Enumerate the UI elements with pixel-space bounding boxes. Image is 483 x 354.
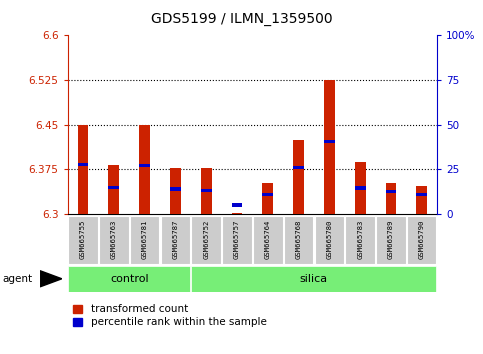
Text: GSM665752: GSM665752 bbox=[203, 219, 209, 258]
Text: control: control bbox=[110, 274, 148, 284]
Text: GSM665789: GSM665789 bbox=[388, 219, 394, 258]
Bar bbox=[130, 216, 159, 264]
Bar bbox=[78, 163, 88, 166]
Bar bbox=[68, 216, 98, 264]
Text: GSM665757: GSM665757 bbox=[234, 219, 240, 258]
Bar bbox=[385, 183, 397, 214]
Bar bbox=[262, 183, 273, 214]
Bar bbox=[222, 216, 252, 264]
Bar bbox=[284, 216, 313, 264]
Text: GSM665780: GSM665780 bbox=[327, 219, 332, 258]
Bar bbox=[191, 266, 437, 292]
Bar bbox=[139, 164, 150, 167]
Bar bbox=[191, 216, 221, 264]
Bar bbox=[108, 185, 119, 189]
Bar bbox=[170, 187, 181, 191]
Bar bbox=[253, 216, 283, 264]
Bar bbox=[201, 189, 212, 192]
Text: GSM665763: GSM665763 bbox=[111, 219, 117, 258]
Bar bbox=[139, 125, 150, 214]
Bar bbox=[385, 190, 397, 193]
Bar bbox=[407, 216, 437, 264]
Bar bbox=[314, 216, 344, 264]
Polygon shape bbox=[40, 271, 62, 287]
Text: GSM665781: GSM665781 bbox=[142, 219, 148, 258]
Text: GSM665755: GSM665755 bbox=[80, 219, 86, 258]
Bar bbox=[108, 165, 119, 214]
Bar bbox=[416, 185, 427, 214]
Bar bbox=[99, 216, 128, 264]
Bar bbox=[262, 193, 273, 196]
Bar bbox=[68, 266, 190, 292]
Bar bbox=[161, 216, 190, 264]
Bar bbox=[355, 186, 366, 190]
Text: silica: silica bbox=[300, 274, 328, 284]
Bar bbox=[324, 80, 335, 214]
Bar bbox=[416, 193, 427, 196]
Text: GSM665787: GSM665787 bbox=[172, 219, 178, 258]
Bar bbox=[78, 125, 88, 214]
Bar bbox=[201, 168, 212, 214]
Bar bbox=[231, 204, 242, 207]
Text: agent: agent bbox=[2, 274, 32, 284]
Bar bbox=[170, 168, 181, 214]
Bar bbox=[376, 216, 406, 264]
Text: GSM665768: GSM665768 bbox=[296, 219, 301, 258]
Text: GSM665783: GSM665783 bbox=[357, 219, 363, 258]
Text: GSM665764: GSM665764 bbox=[265, 219, 271, 258]
Bar bbox=[324, 140, 335, 143]
Legend: transformed count, percentile rank within the sample: transformed count, percentile rank withi… bbox=[73, 304, 267, 327]
Text: GDS5199 / ILMN_1359500: GDS5199 / ILMN_1359500 bbox=[151, 12, 332, 27]
Text: GSM665790: GSM665790 bbox=[419, 219, 425, 258]
Bar bbox=[345, 216, 375, 264]
Bar bbox=[231, 213, 242, 214]
Bar bbox=[293, 166, 304, 170]
Bar bbox=[293, 140, 304, 214]
Bar bbox=[355, 162, 366, 214]
